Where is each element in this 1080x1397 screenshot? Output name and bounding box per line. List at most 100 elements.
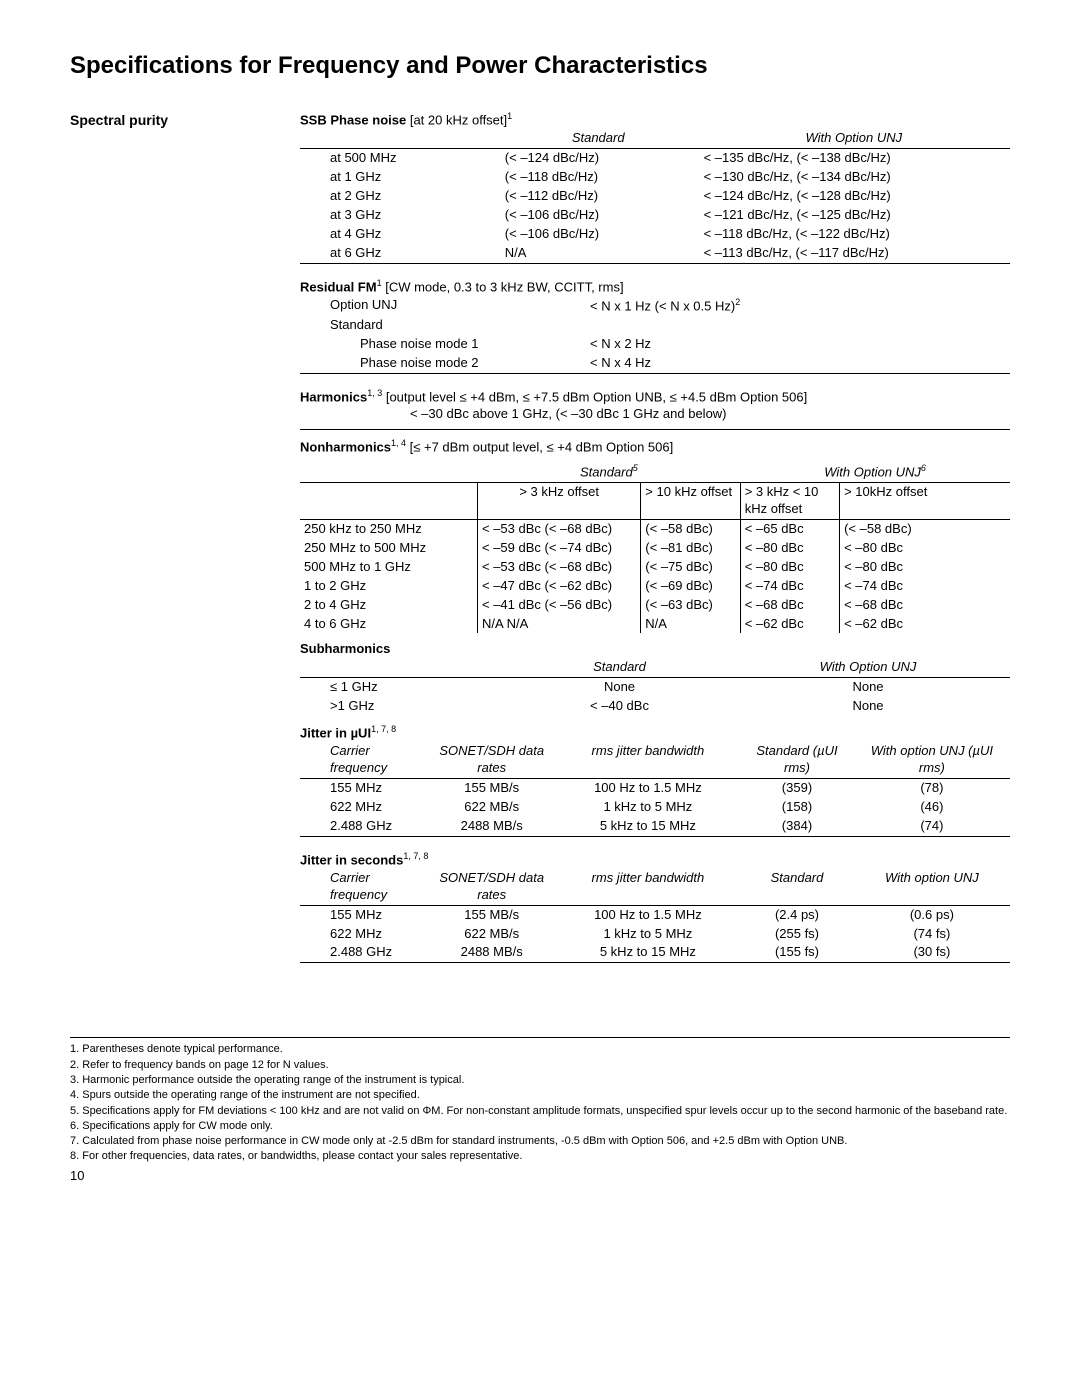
jsec-sup: 1, 7, 8 [403,851,428,861]
nh-row-s2: (< –81 dBc) [641,539,740,558]
nh-row-f: 4 to 6 GHz [300,615,478,634]
rfm-r4b: < N x 4 Hz [584,354,1010,373]
nh-note: [≤ +7 dBm output level, ≤ +4 dBm Option … [406,439,673,454]
nh-row-u2: < –80 dBc [840,539,1010,558]
nh-row-s1: < –53 dBc (< –68 dBc) [478,520,641,539]
table-row: (78) [854,778,1010,797]
nh-row-s2: (< –69 dBc) [641,577,740,596]
ssb-row-f: at 4 GHz [300,225,499,244]
rfm-block: Residual FM1 [CW mode, 0.3 to 3 kHz BW, … [300,278,1010,380]
ssb-row-f: at 6 GHz [300,244,499,263]
jsec-table: Carrier frequency SONET/SDH data rates r… [300,869,1010,969]
footnote-line: 7. Calculated from phase noise performan… [70,1134,1010,1149]
table-row: (255 fs) [740,925,854,944]
nh-row-s1: N/A N/A [478,615,641,634]
harm-title: Harmonics [300,389,367,404]
jsec-title: Jitter in seconds [300,852,403,867]
rfm-note: [CW mode, 0.3 to 3 kHz BW, CCITT, rms] [382,279,624,294]
subharm-block: Subharmonics Standard With Option UNJ ≤ … [300,641,1010,716]
jui-h4: Standard (µUI rms) [740,742,854,778]
ssb-note: [at 20 kHz offset] [406,113,507,128]
ssb-title: SSB Phase noise [300,113,406,128]
nh-row-s2: N/A [641,615,740,634]
rfm-r1a: Option UNJ [300,296,584,316]
nonharm-block: Nonharmonics1, 4 [≤ +7 dBm output level,… [300,438,1010,634]
table-row: 622 MHz [300,925,428,944]
sh-r1b: None [513,678,726,697]
ssb-row-unj: < –118 dBc/Hz, (< –122 dBc/Hz) [698,225,1010,244]
harm-note: [output level ≤ +4 dBm, ≤ +7.5 dBm Optio… [382,389,807,404]
rfm-r1b: < N x 1 Hz (< N x 0.5 Hz) [590,298,735,313]
nh-row-s2: (< –75 dBc) [641,558,740,577]
nh-row-s1: < –47 dBc (< –62 dBc) [478,577,641,596]
jui-h2: SONET/SDH data rates [428,742,556,778]
nh-row-s2: (< –58 dBc) [641,520,740,539]
nh-h-unj-sup: 6 [921,463,926,473]
nh-row-u1: < –62 dBc [740,615,839,634]
nh-row-u1: < –65 dBc [740,520,839,539]
nh-row-f: 1 to 2 GHz [300,577,478,596]
sh-r1c: None [726,678,1010,697]
sh-r2a: >1 GHz [300,697,513,716]
ssb-row-f: at 3 GHz [300,206,499,225]
jsec-h3: rms jitter bandwidth [556,869,741,905]
ssb-block: SSB Phase noise [at 20 kHz offset]1 Stan… [300,111,1010,269]
jui-h3: rms jitter bandwidth [556,742,741,778]
sh-r1a: ≤ 1 GHz [300,678,513,697]
table-row: (155 fs) [740,943,854,962]
nh-sub-std2: > 10 kHz offset [641,483,740,520]
rfm-r2a: Standard [300,316,584,335]
footnote-line: 2. Refer to frequency bands on page 12 f… [70,1058,1010,1073]
table-row: (46) [854,798,1010,817]
ssb-row-std: N/A [499,244,698,263]
jui-h5: With option UNJ (µUI rms) [854,742,1010,778]
harm-sup: 1, 3 [367,388,382,398]
table-row: 5 kHz to 15 MHz [556,817,741,836]
ssb-row-std: (< –112 dBc/Hz) [499,187,698,206]
nh-sup: 1, 4 [391,438,406,448]
table-row: (74) [854,817,1010,836]
nh-row-u2: < –80 dBc [840,558,1010,577]
nh-h-unj: With Option UNJ [824,464,921,479]
nh-row-u2: < –68 dBc [840,596,1010,615]
nh-row-f: 500 MHz to 1 GHz [300,558,478,577]
sh-h-unj: With Option UNJ [726,658,1010,677]
table-row: 622 MHz [300,798,428,817]
footnote-line: 4. Spurs outside the operating range of … [70,1088,1010,1103]
jui-title: Jitter in µUI [300,725,371,740]
table-row: (2.4 ps) [740,905,854,924]
jsec-block: Jitter in seconds1, 7, 8 Carrier frequen… [300,851,1010,970]
table-row: 5 kHz to 15 MHz [556,943,741,962]
jsec-h5: With option UNJ [854,869,1010,905]
table-row: 155 MB/s [428,905,556,924]
table-row: 2.488 GHz [300,817,428,836]
jui-block: Jitter in µUI1, 7, 8 Carrier frequency S… [300,724,1010,843]
table-row: 1 kHz to 5 MHz [556,925,741,944]
rfm-table: Option UNJ < N x 1 Hz (< N x 0.5 Hz)2 St… [300,296,1010,380]
sh-r2b: < –40 dBc [513,697,726,716]
footnote-line: 8. For other frequencies, data rates, or… [70,1149,1010,1164]
ssb-row-std: (< –118 dBc/Hz) [499,168,698,187]
ssb-row-unj: < –130 dBc/Hz, (< –134 dBc/Hz) [698,168,1010,187]
table-row: (384) [740,817,854,836]
ssb-h-unj: With Option UNJ [698,129,1010,148]
table-row: 155 MB/s [428,778,556,797]
nh-row-u1: < –68 dBc [740,596,839,615]
ssb-table: Standard With Option UNJ at 500 MHz (< –… [300,129,1010,269]
nh-row-u2: < –62 dBc [840,615,1010,634]
nh-sub-unj1: > 3 kHz < 10 kHz offset [740,483,839,520]
rfm-r3a: Phase noise mode 1 [300,335,584,354]
nh-title: Nonharmonics [300,439,391,454]
nh-row-u1: < –80 dBc [740,539,839,558]
ssb-h-std: Standard [499,129,698,148]
page-title: Specifications for Frequency and Power C… [70,50,1010,81]
footnote-line: 3. Harmonic performance outside the oper… [70,1073,1010,1088]
harm-block: Harmonics1, 3 [output level ≤ +4 dBm, ≤ … [300,388,1010,430]
table-row: 622 MB/s [428,925,556,944]
side-heading: Spectral purity [70,111,260,129]
sh-h-std: Standard [513,658,726,677]
jsec-h2: SONET/SDH data rates [428,869,556,905]
table-row: 100 Hz to 1.5 MHz [556,905,741,924]
table-row: 100 Hz to 1.5 MHz [556,778,741,797]
nh-h-std-sup: 5 [633,463,638,473]
